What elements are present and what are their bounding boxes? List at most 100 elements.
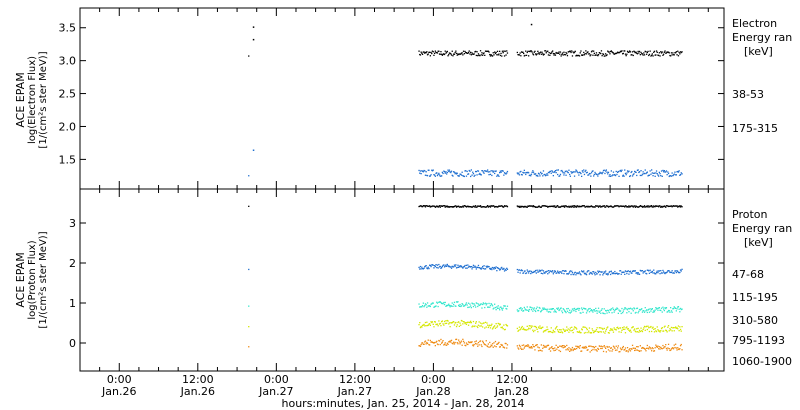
data-point xyxy=(672,205,674,207)
data-point xyxy=(484,268,486,270)
data-point xyxy=(621,50,623,52)
data-point xyxy=(460,206,463,208)
data-point xyxy=(660,170,663,172)
data-point xyxy=(540,206,542,208)
data-point xyxy=(570,311,572,313)
data-point xyxy=(455,264,457,266)
data-point xyxy=(446,265,448,267)
data-point xyxy=(658,307,660,309)
data-point xyxy=(484,306,486,309)
data-point xyxy=(595,205,598,207)
data-point xyxy=(441,205,443,207)
data-point xyxy=(472,266,474,268)
data-point xyxy=(426,324,429,327)
data-point xyxy=(482,206,484,208)
data-point xyxy=(583,270,585,272)
data-point xyxy=(667,205,669,207)
data-point xyxy=(672,52,674,54)
data-point xyxy=(501,55,503,57)
data-point xyxy=(669,271,671,274)
data-point xyxy=(602,53,605,55)
data-point xyxy=(430,51,432,54)
data-point xyxy=(659,348,661,350)
data-point xyxy=(532,344,534,346)
data-point xyxy=(648,53,651,56)
data-point xyxy=(672,54,675,56)
data-point xyxy=(489,268,492,270)
data-point xyxy=(602,274,604,276)
data-point xyxy=(554,270,556,272)
data-point xyxy=(597,270,599,272)
data-point xyxy=(535,206,537,208)
data-point xyxy=(518,205,520,207)
data-point xyxy=(556,325,558,328)
data-point xyxy=(458,304,460,306)
data-point xyxy=(595,271,597,274)
data-point xyxy=(621,169,623,171)
data-point xyxy=(544,175,547,177)
data-point xyxy=(467,173,470,175)
data-point xyxy=(588,53,591,55)
data-point xyxy=(604,172,606,175)
data-point xyxy=(545,205,547,207)
data-point xyxy=(672,272,674,274)
data-point xyxy=(438,263,440,266)
data-point xyxy=(612,206,615,208)
data-point xyxy=(421,53,424,55)
data-point xyxy=(574,50,576,52)
data-point xyxy=(539,206,541,208)
data-point xyxy=(617,51,619,54)
data-point xyxy=(503,347,506,349)
data-point xyxy=(568,51,570,53)
data-point xyxy=(659,309,661,311)
data-point xyxy=(596,54,598,56)
data-point xyxy=(658,330,660,332)
data-point xyxy=(436,266,438,269)
data-point xyxy=(554,328,557,330)
data-point xyxy=(504,305,506,307)
data-point xyxy=(575,345,577,347)
data-point xyxy=(593,206,595,208)
data-point xyxy=(636,169,639,171)
data-point xyxy=(420,51,422,53)
data-point xyxy=(606,205,608,207)
data-point xyxy=(555,327,557,329)
data-point xyxy=(622,205,624,207)
data-point xyxy=(597,175,599,177)
data-point xyxy=(600,172,602,174)
data-point xyxy=(460,319,463,322)
data-point xyxy=(516,309,518,311)
data-point xyxy=(506,268,509,270)
data-point xyxy=(546,205,548,207)
data-point xyxy=(458,53,460,55)
data-point xyxy=(532,171,535,173)
outlier-point xyxy=(252,149,255,151)
data-point xyxy=(475,170,477,173)
data-point xyxy=(546,50,548,53)
data-point xyxy=(497,342,499,344)
data-point xyxy=(479,55,481,57)
data-point xyxy=(571,270,573,272)
data-point xyxy=(569,270,571,272)
data-point xyxy=(489,304,492,307)
data-point xyxy=(630,171,632,174)
data-point xyxy=(496,343,499,345)
data-point xyxy=(564,172,566,174)
data-point xyxy=(651,347,653,349)
data-point xyxy=(561,53,563,56)
data-point xyxy=(622,328,624,330)
data-point xyxy=(503,172,506,174)
data-point xyxy=(551,271,553,273)
data-point xyxy=(563,345,565,347)
data-point xyxy=(482,265,484,268)
data-point xyxy=(537,50,539,52)
data-point xyxy=(658,54,660,57)
data-point xyxy=(500,171,502,173)
data-point xyxy=(448,170,450,173)
data-point xyxy=(584,308,586,310)
data-point xyxy=(615,52,617,55)
data-point xyxy=(587,270,589,272)
data-point xyxy=(555,272,557,274)
data-point xyxy=(564,53,566,56)
data-point xyxy=(535,206,537,208)
